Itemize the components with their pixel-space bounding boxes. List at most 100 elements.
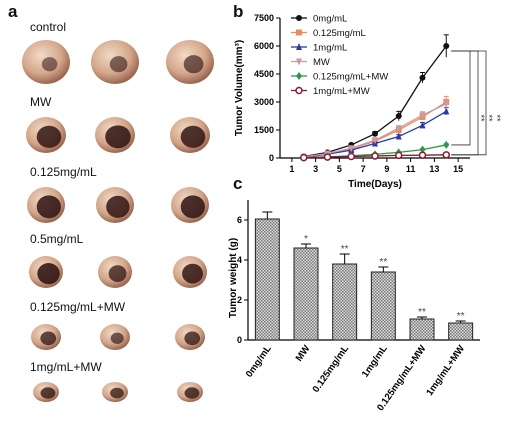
- y-tick-label: 0: [269, 153, 274, 163]
- tumor-photo: [173, 256, 207, 288]
- data-point: [443, 107, 450, 115]
- data-point: [419, 145, 426, 154]
- y-tick-label: 1500: [254, 125, 274, 135]
- legend-marker: [295, 86, 303, 95]
- data-point: [443, 43, 450, 49]
- panel-letter-a: a: [8, 2, 18, 21]
- tumor-photo: [31, 324, 61, 350]
- y-tick-label: 6: [237, 215, 242, 225]
- tumor-photo: [98, 256, 132, 288]
- x-tick-label: 13: [429, 164, 439, 174]
- significance-label: **: [418, 307, 426, 318]
- data-point: [419, 112, 426, 120]
- legend-marker: [296, 72, 302, 80]
- x-tick-label: 3: [313, 164, 318, 174]
- legend-item: 0.125mg/mL: [291, 28, 366, 39]
- group-label: control: [30, 20, 67, 34]
- bar-group: 0mg/mL: [244, 211, 280, 380]
- legend-label: 1mg/mL+MW: [313, 86, 370, 97]
- category-label: 0.125mg/mL: [311, 343, 352, 394]
- tumor-photo: [22, 40, 70, 84]
- legend-marker: [296, 58, 302, 66]
- data-point: [347, 152, 355, 161]
- data-point: [372, 137, 378, 145]
- legend-item: 0.125mg/mL+MW: [291, 72, 388, 83]
- tumor-photo: [177, 382, 203, 402]
- legend-label: 0mg/mL: [313, 14, 347, 25]
- x-tick-label: 5: [337, 164, 342, 174]
- significance-label: **: [341, 244, 349, 255]
- legend-marker: [296, 15, 302, 21]
- data-point: [442, 151, 450, 159]
- significance-label: **: [379, 257, 387, 268]
- category-label: MW: [294, 343, 313, 363]
- data-point: [419, 121, 426, 129]
- data-point: [348, 145, 355, 153]
- y-tick-label: 7500: [254, 13, 274, 23]
- significance-label: **: [492, 114, 502, 122]
- tumor-photo: [96, 187, 134, 223]
- y-axis-label: Tumor weight (g): [228, 238, 239, 318]
- data-point: [443, 140, 450, 149]
- bracket: [451, 50, 479, 156]
- tumor-photo: [166, 40, 214, 84]
- data-point: [395, 113, 402, 119]
- bracket: [451, 50, 471, 146]
- significance-label: *: [304, 234, 308, 245]
- data-point: [323, 153, 332, 161]
- bar: [370, 271, 396, 341]
- legend-label: 1mg/mL: [313, 43, 347, 54]
- x-tick-label: 7: [361, 164, 366, 174]
- y-tick-label: 0: [237, 335, 242, 345]
- bar: [293, 247, 319, 341]
- y-axis-label: Tumor Volume(mm³): [234, 40, 245, 136]
- data-point: [443, 100, 450, 108]
- tumor-photo: [170, 117, 210, 153]
- data-point: [418, 151, 427, 159]
- group-label: 0.125mg/mL: [30, 165, 97, 179]
- x-axis-label: Time(Days): [348, 179, 402, 190]
- data-point: [395, 125, 402, 133]
- series-5: [300, 151, 450, 162]
- significance-label: **: [476, 114, 486, 122]
- bar-group: * MW: [293, 234, 319, 364]
- tumor-photos: [22, 40, 214, 402]
- panel-letter-b: b: [233, 2, 244, 21]
- bar: [332, 263, 358, 341]
- x-tick-label: 9: [384, 164, 389, 174]
- tumor-photo: [91, 40, 139, 84]
- legend-item: 1mg/mL: [291, 43, 347, 54]
- tumor-photo: [29, 256, 63, 288]
- legend-marker: [296, 29, 302, 36]
- y-tick-label: 4500: [254, 69, 274, 79]
- data-point: [395, 132, 402, 140]
- significance-label: **: [457, 311, 465, 322]
- data-point: [372, 130, 378, 137]
- category-label: 1mg/mL: [360, 343, 390, 379]
- bar: [254, 218, 280, 341]
- y-tick-label: 4: [237, 255, 242, 265]
- tumor-photo: [175, 324, 205, 350]
- bar: [409, 318, 435, 341]
- legend-item: 1mg/mL+MW: [291, 86, 370, 97]
- y-tick-label: 2: [237, 295, 242, 305]
- x-tick-label: 11: [406, 164, 416, 174]
- group-label: 0.125mg/mL+MW: [30, 300, 126, 314]
- bar: [448, 322, 474, 341]
- bracket: [451, 50, 487, 156]
- legend-marker: [296, 43, 302, 50]
- tumor-photo: [102, 382, 128, 402]
- data-point: [419, 74, 426, 81]
- tumor-photo: [100, 324, 130, 350]
- panel-letter-c: c: [233, 174, 243, 193]
- bar-group: ** 1mg/mL: [360, 257, 396, 380]
- legend-item: MW: [291, 57, 330, 68]
- group-label: 1mg/mL+MW: [30, 360, 102, 374]
- category-label: 0mg/mL: [244, 343, 274, 379]
- data-point: [395, 151, 403, 160]
- legend: 0mg/mL 0.125mg/mL 1mg/mL MW 0.125mg/mL+MW 1mg…: [291, 14, 388, 97]
- y-tick-label: 3000: [254, 97, 274, 107]
- x-tick-label: 15: [453, 164, 463, 174]
- tumor-photo: [27, 187, 65, 223]
